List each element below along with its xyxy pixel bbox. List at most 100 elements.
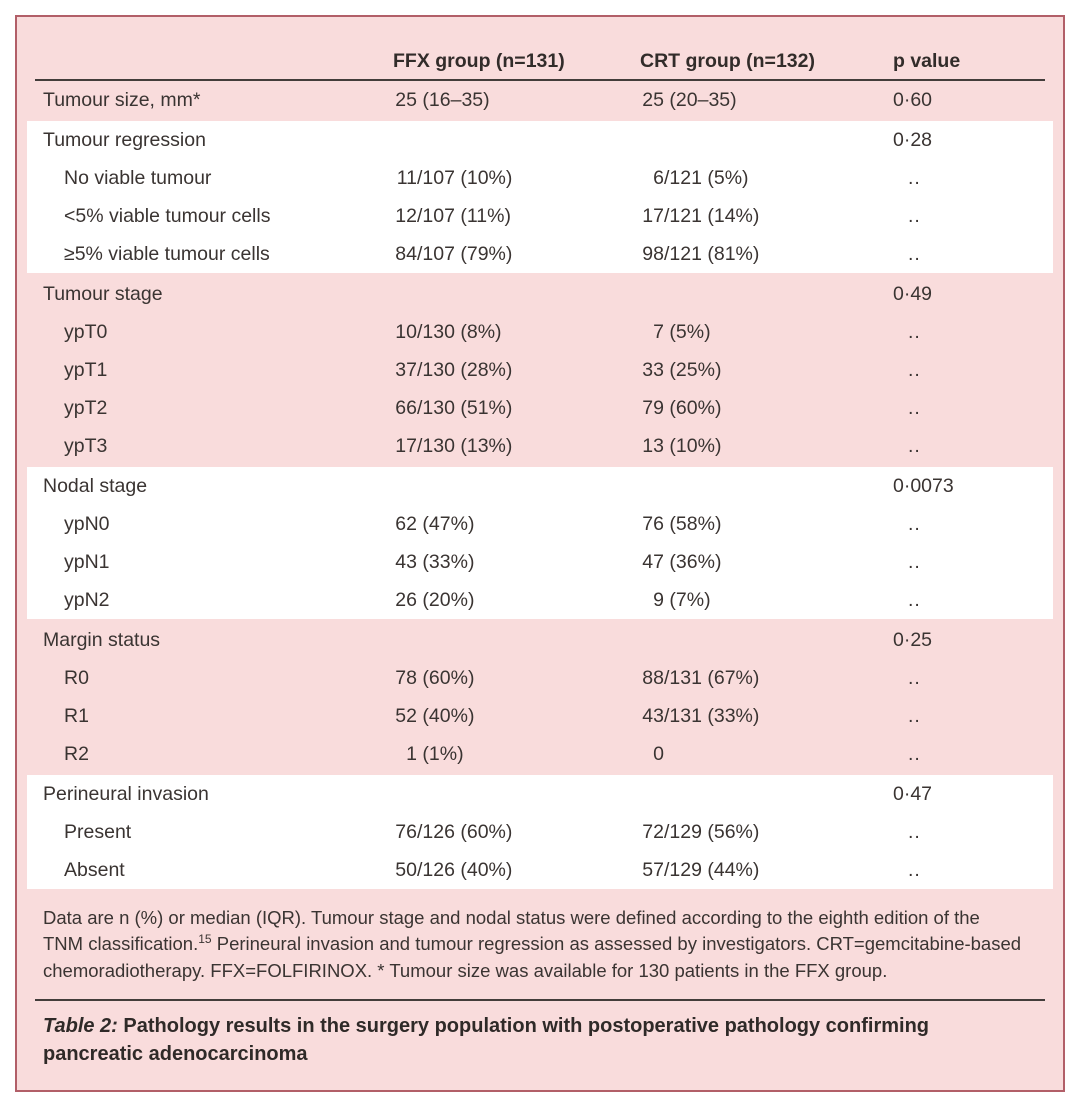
value-numerator: 79: [642, 396, 664, 419]
table-row: Nodal stage 0·0073: [27, 467, 1053, 505]
crt-value: 9 (7%): [640, 589, 893, 612]
value-rest: /126 (40%): [417, 858, 513, 881]
ffx-value: 66/130 (51%): [393, 397, 640, 420]
ffx-value: 12/107 (11%): [393, 205, 640, 228]
row-label: Absent: [64, 858, 125, 881]
value-rest: /107 (79%): [417, 242, 513, 265]
value-rest: (7%): [664, 588, 711, 611]
row-label: Present: [64, 820, 132, 843]
value-numerator: 37: [395, 358, 417, 381]
value-rest: /129 (44%): [664, 858, 760, 881]
value-rest: (1%): [417, 742, 464, 765]
value-numerator: 72: [642, 820, 664, 843]
value-rest: (60%): [417, 666, 475, 689]
p-value: ..: [908, 166, 921, 189]
value-numerator: 50: [395, 858, 417, 881]
crt-value: 17/121 (14%): [640, 205, 893, 228]
table-row: ypN2 26 (20%) 9 (7%)..: [27, 581, 1053, 619]
ffx-value: 78 (60%): [393, 667, 640, 690]
value-rest: /129 (56%): [664, 820, 760, 843]
p-value: ..: [908, 588, 921, 611]
crt-value: 57/129 (44%): [640, 859, 893, 882]
value-numerator: 57: [642, 858, 664, 881]
value-rest: /107 (10%): [417, 166, 513, 189]
ffx-value: 84/107 (79%): [393, 243, 640, 266]
ffx-value: 17/130 (13%): [393, 435, 640, 458]
row-label: ypN2: [64, 588, 110, 611]
row-label: ≥5% viable tumour cells: [64, 242, 270, 265]
table-row: ypN1 43 (33%) 47 (36%)..: [27, 543, 1053, 581]
footnote-text-2: Perineural invasion and tumour regressio…: [43, 933, 1022, 981]
table-row: ≥5% viable tumour cells 84/107 (79%) 98/12…: [27, 235, 1053, 273]
value-numerator: 43: [642, 704, 664, 727]
table-row: ypT1 37/130 (28%) 33 (25%)..: [17, 351, 1063, 389]
footnote-reference-15: 15: [198, 932, 212, 947]
table-row: Tumour stage 0·49: [17, 275, 1063, 313]
value-numerator: 62: [395, 512, 417, 535]
crt-value: 43/131 (33%): [640, 705, 893, 728]
value-numerator: 0: [653, 742, 664, 765]
ffx-value: 52 (40%): [393, 705, 640, 728]
value-numerator: 17: [395, 434, 417, 457]
table-section: Tumour regression 0·28 No viable tumour 11/…: [27, 121, 1053, 273]
crt-value: 76 (58%): [640, 513, 893, 536]
value-numerator: 11: [396, 166, 417, 189]
value-numerator: 10: [395, 320, 417, 343]
row-label: Tumour size, mm*: [43, 88, 201, 111]
p-value: ..: [908, 820, 921, 843]
table-row: ypT2 66/130 (51%) 79 (60%)..: [17, 389, 1063, 427]
value-numerator: 33: [642, 358, 664, 381]
row-label: Perineural invasion: [43, 782, 209, 805]
value-numerator: 78: [395, 666, 417, 689]
value-numerator: 43: [395, 550, 417, 573]
row-label: ypT1: [64, 358, 108, 381]
value-numerator: 9: [653, 588, 664, 611]
row-label: R0: [64, 666, 89, 689]
p-value: ..: [908, 666, 921, 689]
value-rest: (5%): [664, 320, 711, 343]
table-section: Tumour stage 0·49 ypT0 10/130 (8%) 7 (5%).. y…: [17, 275, 1063, 465]
value-rest: (60%): [664, 396, 722, 419]
crt-value: 0: [640, 743, 893, 766]
p-value: ..: [908, 550, 921, 573]
value-rest: /130 (13%): [417, 434, 513, 457]
ffx-value: 10/130 (8%): [393, 321, 640, 344]
table-row: Tumour size, mm* 25 (16–35) 25 (20–35) 0·60: [17, 81, 1063, 119]
crt-value: 88/131 (67%): [640, 667, 893, 690]
crt-value: 6/121 (5%): [640, 167, 893, 190]
table-header-row: FFX group (n=131) CRT group (n=132) p va…: [17, 17, 1063, 79]
table-footnote: Data are n (%) or median (IQR). Tumour s…: [17, 891, 1063, 994]
value-rest: /126 (60%): [417, 820, 513, 843]
row-label: ypT3: [64, 434, 108, 457]
value-rest: (47%): [417, 512, 475, 535]
table-section: Perineural invasion 0·47 Present 76/126 (60…: [27, 775, 1053, 889]
row-label: R1: [64, 704, 89, 727]
value-numerator: 76: [395, 820, 417, 843]
table-row: <5% viable tumour cells 12/107 (11%) 17/12…: [27, 197, 1053, 235]
table-caption: Table 2: Pathology results in the surger…: [17, 1001, 1063, 1068]
table-row: ypN0 62 (47%) 76 (58%)..: [27, 505, 1053, 543]
ffx-value: 25 (16–35): [393, 89, 640, 112]
p-value: ..: [908, 434, 921, 457]
value-rest: (10%): [664, 434, 722, 457]
value-rest: (58%): [664, 512, 722, 535]
table-row: R0 78 (60%) 88/131 (67%)..: [17, 659, 1063, 697]
table-row: Present 76/126 (60%) 72/129 (56%)..: [27, 813, 1053, 851]
value-numerator: 7: [653, 320, 664, 343]
caption-title: Pathology results in the surgery populat…: [43, 1014, 930, 1065]
value-numerator: 26: [395, 588, 417, 611]
row-label: ypN1: [64, 550, 110, 573]
p-value: ..: [908, 704, 921, 727]
value-rest: (36%): [664, 550, 722, 573]
p-value: 0·60: [893, 88, 933, 111]
p-value: ..: [908, 320, 921, 343]
row-label: <5% viable tumour cells: [64, 204, 271, 227]
table-panel: FFX group (n=131) CRT group (n=132) p va…: [15, 15, 1065, 1092]
caption-table-number: Table 2:: [43, 1014, 118, 1037]
table-row: R1 52 (40%) 43/131 (33%)..: [17, 697, 1063, 735]
p-value: 0·25: [893, 628, 933, 651]
value-rest: /130 (8%): [417, 320, 502, 343]
table-row: Absent 50/126 (40%) 57/129 (44%)..: [27, 851, 1053, 889]
row-label: No viable tumour: [64, 166, 212, 189]
